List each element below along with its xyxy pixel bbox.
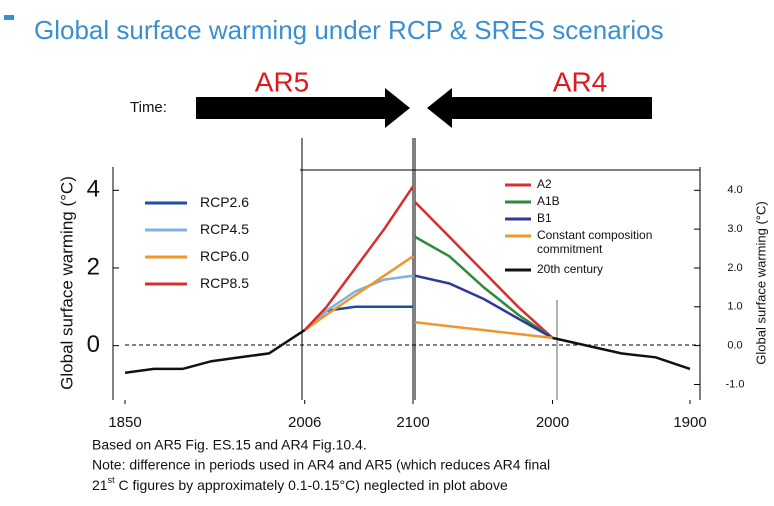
- y-axis-label: Global surface warming (°C): [57, 176, 76, 390]
- legend-label-box: Constant composition commitment: [537, 228, 653, 256]
- y-axis-label: Global surface warming (°C): [753, 201, 768, 364]
- y-tick-label: 3.0: [727, 223, 742, 235]
- note-part: C figures by approximately 0.1-0.15°C) n…: [115, 477, 508, 493]
- legend-label: RCP2.6: [200, 195, 250, 210]
- x-tick-label: 2100: [396, 414, 429, 431]
- series-line: [303, 274, 414, 332]
- arrow-right: [196, 88, 410, 128]
- legend-label: RCP4.5: [200, 222, 250, 237]
- bullet: [4, 15, 14, 20]
- note: 21st C figures by approximately 0.1-0.15…: [92, 475, 508, 492]
- series-line: [414, 274, 554, 339]
- y-tick-label: 2: [87, 253, 100, 280]
- x-tick-label: 1900: [673, 414, 706, 431]
- y-tick-label: 1.0: [727, 301, 742, 313]
- y-tick-label: 4: [87, 176, 100, 203]
- legend-label-box: RCP4.5: [200, 222, 250, 237]
- time-label: Time:: [130, 99, 167, 116]
- note-sup: st: [108, 475, 116, 485]
- legend-label-box: B1: [537, 211, 552, 225]
- x-tick-label: 2000: [536, 414, 569, 431]
- ar5-label: AR5: [255, 66, 309, 97]
- legend-label: 20th century: [537, 262, 604, 276]
- y-tick-label: -1.0: [726, 378, 745, 390]
- series-line: [303, 185, 415, 331]
- note: Note: difference in periods used in AR4 …: [92, 457, 550, 473]
- ar4-label: AR4: [553, 66, 607, 97]
- legend-label-box: A2: [537, 177, 552, 191]
- series-line: [414, 201, 554, 339]
- y-tick-label: 2.0: [727, 262, 742, 274]
- note-part: 21: [92, 477, 108, 493]
- y-tick-label: 4.0: [727, 184, 742, 196]
- legend-label: RCP6.0: [200, 249, 250, 264]
- slide-title: Global surface warming under RCP & SRES …: [34, 15, 664, 45]
- x-tick-label: 1850: [108, 414, 141, 431]
- legend-label: Constant composition commitment: [537, 228, 653, 256]
- series-line: [552, 336, 691, 371]
- legend-label-box: A1B: [537, 194, 560, 208]
- series-line: [414, 235, 554, 339]
- legend-label-box: RCP6.0: [200, 249, 250, 264]
- legend-label: RCP8.5: [200, 276, 250, 291]
- series-line: [303, 255, 414, 332]
- note: Based on AR5 Fig. ES.15 and AR4 Fig.10.4…: [92, 437, 367, 453]
- legend-label-box: RCP8.5: [200, 276, 250, 291]
- series-line: [124, 329, 306, 375]
- legend-label-box: 20th century: [537, 262, 604, 276]
- y-tick-label: 0: [87, 331, 100, 358]
- x-tick-label: 2006: [288, 414, 321, 431]
- y-tick-label: 0.0: [727, 340, 742, 352]
- series-line: [414, 321, 553, 340]
- legend-label: B1: [537, 211, 552, 225]
- arrow-left: [427, 88, 652, 128]
- legend-label: A2: [537, 177, 552, 191]
- legend-label: A1B: [537, 194, 560, 208]
- legend-label-box: RCP2.6: [200, 195, 250, 210]
